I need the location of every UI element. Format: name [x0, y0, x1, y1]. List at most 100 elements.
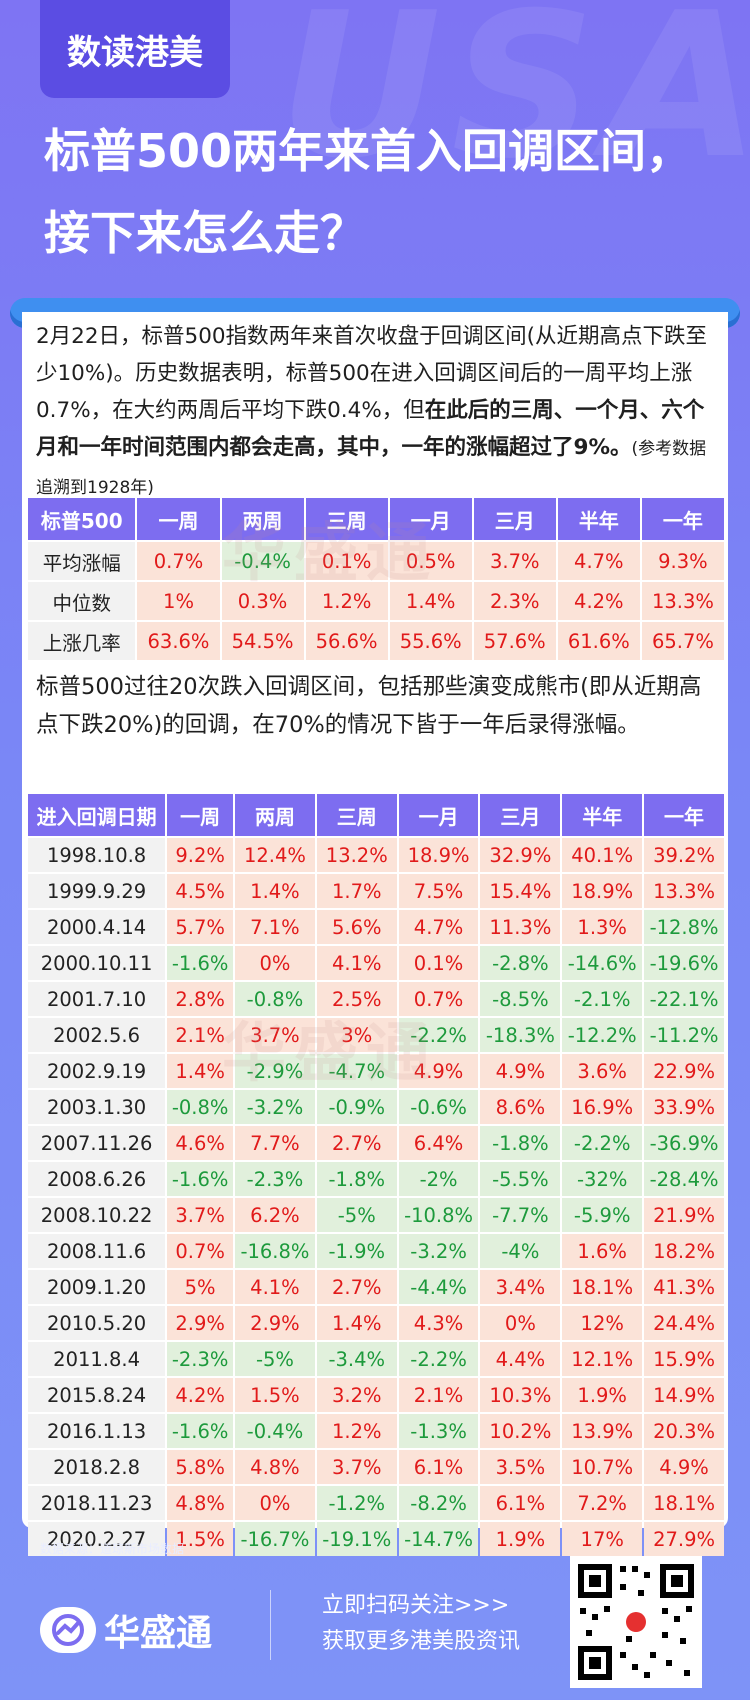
- table-cell: 9.3%: [641, 542, 724, 580]
- column-header: 三周: [316, 794, 397, 836]
- table-cell: -32%: [562, 1162, 643, 1196]
- table-cell: -1.2%: [316, 1486, 397, 1520]
- table-row: 2002.5.6 2.1% 3.7% 3% -2.2% -18.3% -12.2% -11.2…: [28, 1018, 724, 1052]
- table-cell: 0.5%: [389, 542, 472, 580]
- table-cell: 61.6%: [557, 622, 640, 660]
- table-row: 中位数 1% 0.3% 1.2% 1.4% 2.3% 4.2% 13.3%: [28, 582, 724, 620]
- column-header: 两周: [221, 498, 304, 540]
- table-row: 2011.8.4 -2.3% -5% -3.4% -2.2% 4.4% 12.1% 15.9%: [28, 1342, 724, 1376]
- table-row: 2003.1.30 -0.8% -3.2% -0.9% -0.6% 8.6% 16.9% 33…: [28, 1090, 724, 1124]
- table-cell: -0.8%: [235, 982, 315, 1016]
- table-cell: 18.1%: [562, 1270, 643, 1304]
- table-cell: 1.9%: [480, 1522, 561, 1556]
- table-cell: -1.6%: [167, 946, 234, 980]
- table-cell: 4.8%: [235, 1450, 315, 1484]
- row-label: 2008.10.22: [28, 1198, 166, 1232]
- table-cell: -5.5%: [480, 1162, 561, 1196]
- row-label: 上涨几率: [28, 622, 136, 660]
- column-header: 三月: [473, 498, 556, 540]
- table-cell: -14.6%: [562, 946, 643, 980]
- table-cell: 3.7%: [473, 542, 556, 580]
- table-cell: -0.4%: [221, 542, 304, 580]
- table-cell: 1%: [137, 582, 220, 620]
- column-header: 三月: [480, 794, 561, 836]
- table-cell: 13.3%: [641, 582, 724, 620]
- table-cell: -7.7%: [480, 1198, 561, 1232]
- table-row: 平均涨幅 0.7% -0.4% 0.1% 0.5% 3.7% 4.7% 9.3%: [28, 542, 724, 580]
- footer-divider: [270, 1590, 271, 1660]
- table-cell: 13.2%: [316, 838, 397, 872]
- table-row: 2015.8.24 4.2% 1.5% 3.2% 2.1% 10.3% 1.9% 14.9%: [28, 1378, 724, 1412]
- table-cell: 12.1%: [562, 1342, 643, 1376]
- table-cell: 4.1%: [316, 946, 397, 980]
- table-cell: 55.6%: [389, 622, 472, 660]
- table-cell: 3.7%: [316, 1450, 397, 1484]
- table-cell: 16.9%: [562, 1090, 643, 1124]
- brand-tag: 数读港美: [40, 0, 230, 98]
- table-cell: 4.8%: [167, 1486, 234, 1520]
- history-table: 进入回调日期 一周 两周 三周 一月 三月 半年 一年 1998.10.8 9.2% 12.4% 1…: [26, 792, 726, 1558]
- row-label: 2010.5.20: [28, 1306, 166, 1340]
- table-cell: 6.1%: [480, 1486, 561, 1520]
- table-cell: 15.4%: [480, 874, 561, 908]
- table-cell: -1.9%: [316, 1234, 397, 1268]
- table-cell: 1.7%: [316, 874, 397, 908]
- qr-code-icon[interactable]: [570, 1556, 702, 1688]
- table-cell: 14.9%: [644, 1378, 724, 1412]
- table-cell: 18.9%: [562, 874, 643, 908]
- table-cell: 2.9%: [167, 1306, 234, 1340]
- table-row: 2008.6.26 -1.6% -2.3% -1.8% -2% -5.5% -32% -28.…: [28, 1162, 724, 1196]
- table-cell: 24.4%: [644, 1306, 724, 1340]
- table-cell: -5.9%: [562, 1198, 643, 1232]
- table-cell: -2.2%: [562, 1126, 643, 1160]
- table-cell: 13.9%: [562, 1414, 643, 1448]
- table-cell: 0.1%: [305, 542, 388, 580]
- table-cell: 1.6%: [562, 1234, 643, 1268]
- column-header: 半年: [562, 794, 643, 836]
- table-cell: -2.9%: [235, 1054, 315, 1088]
- table-cell: 4.7%: [557, 542, 640, 580]
- table-cell: -2.1%: [562, 982, 643, 1016]
- table-cell: 4.2%: [557, 582, 640, 620]
- table-cell: -4%: [480, 1234, 561, 1268]
- table-cell: -5%: [235, 1342, 315, 1376]
- table-cell: 13.3%: [644, 874, 724, 908]
- table-cell: 10.3%: [480, 1378, 561, 1412]
- table-cell: 3.7%: [235, 1018, 315, 1052]
- huashengtong-logo-icon: [40, 1607, 96, 1653]
- row-label: 2003.1.30: [28, 1090, 166, 1124]
- table-cell: 1.4%: [316, 1306, 397, 1340]
- table-cell: -4.4%: [398, 1270, 479, 1304]
- table-cell: 4.9%: [398, 1054, 479, 1088]
- table-cell: 4.9%: [644, 1450, 724, 1484]
- row-label: 2008.6.26: [28, 1162, 166, 1196]
- table-cell: 63.6%: [137, 622, 220, 660]
- table-cell: 1.3%: [562, 910, 643, 944]
- row-label: 2000.10.11: [28, 946, 166, 980]
- table-cell: -0.6%: [398, 1090, 479, 1124]
- table-cell: -2.2%: [398, 1342, 479, 1376]
- row-label: 2020.2.27: [28, 1522, 166, 1556]
- table-row: 2002.9.19 1.4% -2.9% -4.7% 4.9% 4.9% 3.6% 22.9%: [28, 1054, 724, 1088]
- table-row: 1999.9.29 4.5% 1.4% 1.7% 7.5% 15.4% 18.9% 13.3%: [28, 874, 724, 908]
- table-cell: -3.2%: [398, 1234, 479, 1268]
- table-cell: 6.4%: [398, 1126, 479, 1160]
- row-label: 2015.8.24: [28, 1378, 166, 1412]
- table-cell: 54.5%: [221, 622, 304, 660]
- table-row: 2000.4.14 5.7% 7.1% 5.6% 4.7% 11.3% 1.3% -12.8%: [28, 910, 724, 944]
- row-label: 1998.10.8: [28, 838, 166, 872]
- column-header: 两周: [235, 794, 315, 836]
- table-cell: -12.8%: [644, 910, 724, 944]
- table-cell: 4.3%: [398, 1306, 479, 1340]
- table-row: 2016.1.13 -1.6% -0.4% 1.2% -1.3% 10.2% 13.9% 20…: [28, 1414, 724, 1448]
- page-title: 标普500两年来首入回调区间，接下来怎么走？: [44, 124, 693, 260]
- table-cell: 56.6%: [305, 622, 388, 660]
- table-cell: -28.4%: [644, 1162, 724, 1196]
- table-cell: -2.8%: [480, 946, 561, 980]
- table-cell: 41.3%: [644, 1270, 724, 1304]
- table-cell: -16.7%: [235, 1522, 315, 1556]
- row-label: 2018.2.8: [28, 1450, 166, 1484]
- table-cell: 0.1%: [398, 946, 479, 980]
- column-header: 一周: [137, 498, 220, 540]
- table-cell: 20.3%: [644, 1414, 724, 1448]
